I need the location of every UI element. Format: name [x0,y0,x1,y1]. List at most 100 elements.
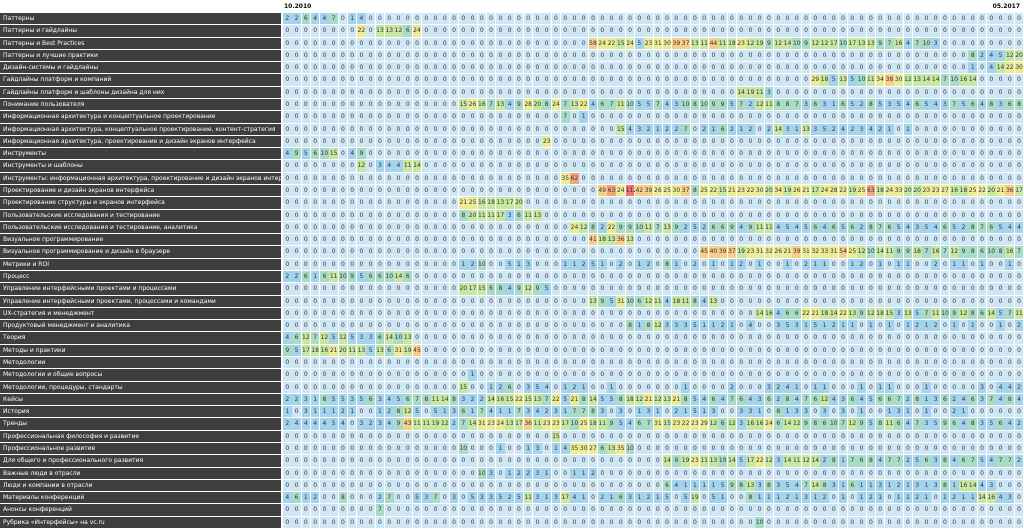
heat-cell: 0 [931,516,941,528]
heat-cell: 0 [949,443,959,455]
heat-cell: 0 [1014,369,1024,381]
heat-cell: 0 [912,13,922,25]
heat-cell: 2 [690,258,700,270]
heat-cell: 0 [894,271,903,283]
heat-cell: 0 [375,258,385,270]
heat-cell: 7 [486,99,496,111]
heat-cell: 0 [792,295,802,307]
heat-cell: 5 [922,99,931,111]
heat-cell: 0 [292,467,301,479]
heat-cell: 0 [912,86,922,98]
heat-cell: 0 [922,516,931,528]
heat-cell: 0 [718,283,727,295]
heat-cell: 0 [468,357,477,369]
heat-cell: 0 [949,135,959,148]
heat-cell: 0 [709,49,718,62]
heat-cell: 0 [959,86,968,98]
heat-cell: 0 [449,123,459,135]
heat-cell: 7 [375,504,385,516]
heat-cell: 0 [301,455,311,467]
heat-cell: 1 [848,258,857,270]
heat-cell: 0 [848,197,857,209]
heat-cell: 0 [431,62,440,74]
heat-cell: 0 [801,430,811,442]
heat-cell: 0 [301,307,311,320]
heat-cell: 0 [949,25,959,37]
heat-cell: 0 [320,283,329,295]
heat-cell: 0 [496,160,505,172]
heat-cell: 10 [625,295,635,307]
heat-cell: 0 [347,455,357,467]
heat-cell: 0 [375,307,385,320]
heat-cell: 0 [394,283,403,295]
heat-cell: 0 [653,381,663,393]
heat-cell: 0 [949,172,959,184]
heat-cell: 0 [347,172,357,184]
heat-cell: 0 [959,37,968,49]
heat-cell: 3 [634,123,644,135]
heat-cell: 0 [292,381,301,393]
heat-cell: 5 [829,74,839,86]
heat-cell: 0 [931,443,941,455]
heat-cell: 0 [875,197,885,209]
heat-cell: 0 [838,49,848,62]
heat-cell: 0 [588,209,598,221]
heat-cell: 0 [320,504,329,516]
heat-cell: 0 [810,406,820,418]
heat-cell: 0 [912,135,922,148]
heat-cell: 0 [597,246,607,258]
heat-cell: 0 [755,271,765,283]
heat-cell: 0 [644,209,653,221]
heat-cell: 0 [403,516,413,528]
heat-cell: 7 [514,406,524,418]
heat-cell: 7 [912,418,922,430]
heat-cell: 20 [986,185,996,197]
heat-cell: 0 [996,234,1005,246]
heat-cell: 0 [394,197,403,209]
heat-cell: 3 [940,99,950,111]
heat-cell: 11 [699,37,709,49]
heat-cell: 0 [329,357,338,369]
heat-cell: 0 [431,332,440,344]
heat-cell: 16 [959,479,968,492]
heat-cell: 16 [959,74,968,86]
heat-cell: 0 [357,516,366,528]
heat-cell: 0 [394,49,403,62]
heat-cell: 0 [329,37,338,49]
heat-cell: 0 [570,13,579,25]
heat-cell: 2 [903,393,913,406]
heat-cell: 0 [820,13,829,25]
heat-cell: 0 [699,49,709,62]
heat-cell: 0 [283,516,292,528]
heat-cell: 0 [560,455,570,467]
heat-cell: 31 [801,246,811,258]
heat-cell: 0 [894,516,903,528]
heat-cell: 0 [727,234,737,246]
heat-cell: 0 [709,234,718,246]
heat-cell: 2 [588,467,598,479]
heat-cell: 0 [931,344,941,356]
heat-cell: 0 [292,209,301,221]
heat-cell: 24 [616,185,626,197]
heat-cell: 0 [292,49,301,62]
heat-cell: 0 [653,332,663,344]
heat-cell: 0 [357,234,366,246]
heat-cell: 0 [551,221,561,234]
heat-cell: 0 [912,283,922,295]
heat-cell: 2 [931,320,941,332]
heat-cell: 0 [653,504,663,516]
heat-cell: 0 [616,13,626,25]
heat-cell: 0 [505,504,514,516]
heat-cell: 0 [829,62,839,74]
heat-cell: 0 [634,369,644,381]
heat-cell: 2 [699,221,709,234]
heat-cell: 2 [857,99,866,111]
heat-cell: 0 [866,197,876,209]
heat-cell: 0 [885,135,894,148]
heat-cell: 0 [625,344,635,356]
heat-cell: 1 [959,406,968,418]
heat-cell: 0 [570,62,579,74]
heat-cell: 0 [1005,209,1015,221]
row-label: Инструменты и шаблоны [0,160,281,172]
heat-cell: 0 [375,135,385,148]
